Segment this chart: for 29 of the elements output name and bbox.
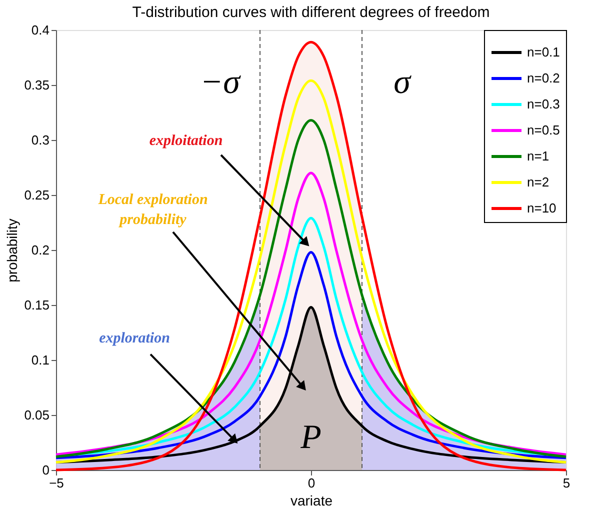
y-tick-label: 0.15 bbox=[24, 298, 50, 312]
legend-label: n=0.3 bbox=[527, 96, 560, 112]
y-tick-label: 0.25 bbox=[24, 188, 50, 202]
legend-label: n=2 bbox=[527, 174, 550, 190]
legend-label: n=10 bbox=[527, 200, 556, 216]
x-axis-title: variate bbox=[290, 492, 333, 508]
y-tick-label: 0.1 bbox=[31, 352, 50, 368]
legend-label: n=0.1 bbox=[527, 44, 560, 60]
x-tick-label: 5 bbox=[562, 476, 570, 490]
legend-label: n=0.2 bbox=[527, 70, 560, 86]
x-tick-label: −5 bbox=[49, 476, 64, 490]
annotation: exploitation bbox=[149, 133, 223, 149]
legend-label: n=0.5 bbox=[527, 122, 560, 138]
y-tick-label: 0.35 bbox=[24, 78, 50, 92]
annotation: Local exploration probability bbox=[97, 192, 208, 228]
ref-line-label: −σ bbox=[200, 64, 242, 101]
x-tick-label: 0 bbox=[308, 476, 316, 490]
y-tick-label: 0.3 bbox=[31, 132, 50, 148]
chart-title: T-distribution curves with different degrees of freedom bbox=[132, 4, 490, 21]
line-series bbox=[54, 250, 568, 460]
y-tick-label: 0 bbox=[42, 462, 50, 478]
legend-label: n=1 bbox=[527, 148, 550, 164]
y-tick-label: 0.05 bbox=[24, 408, 50, 422]
y-axis-title: probability bbox=[4, 218, 20, 282]
y-tick-label: 0.4 bbox=[31, 22, 50, 38]
annotation: exploration bbox=[99, 330, 170, 346]
ref-line-label: σ bbox=[394, 64, 412, 101]
y-tick-label: 0.2 bbox=[31, 242, 50, 258]
annotation: P bbox=[300, 419, 322, 456]
